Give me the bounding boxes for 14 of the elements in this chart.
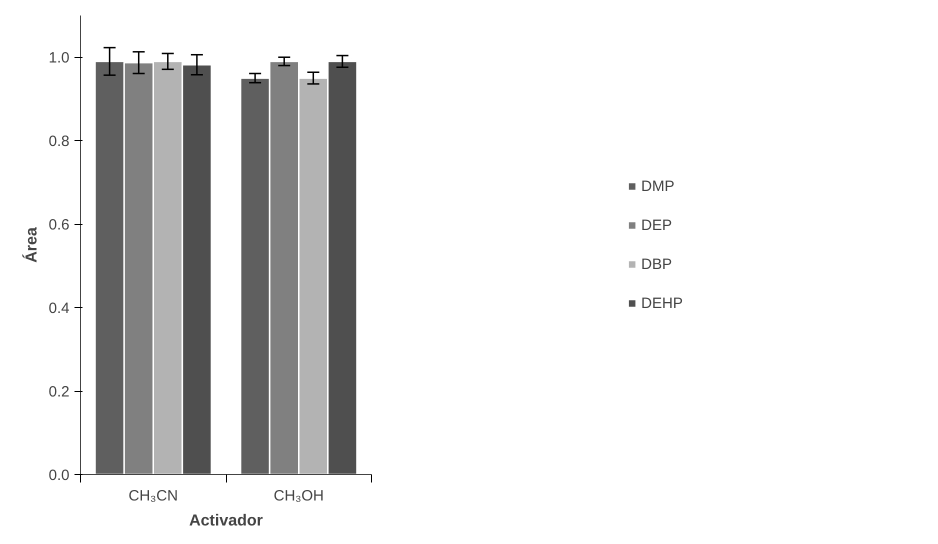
y-axis-title: Área xyxy=(22,227,41,263)
x-tick-label: CH₃CN xyxy=(128,488,178,504)
y-tick-label: 1.0 xyxy=(48,50,70,67)
x-axis-title: Activador xyxy=(189,512,263,530)
y-tick-label: 0.0 xyxy=(48,467,70,484)
y-tick-label: 0.2 xyxy=(48,384,70,401)
y-tick-label: 0.6 xyxy=(48,216,70,234)
y-tick-label: 0.4 xyxy=(48,300,70,318)
legend-label: DEP xyxy=(641,216,672,234)
legend-label: DBP xyxy=(641,256,672,272)
y-tick-label: 0.8 xyxy=(48,133,70,150)
x-tick-label: CH₃OH xyxy=(274,488,324,504)
legend-label: DEHP xyxy=(641,294,683,312)
legend-label: DMP xyxy=(641,178,674,194)
